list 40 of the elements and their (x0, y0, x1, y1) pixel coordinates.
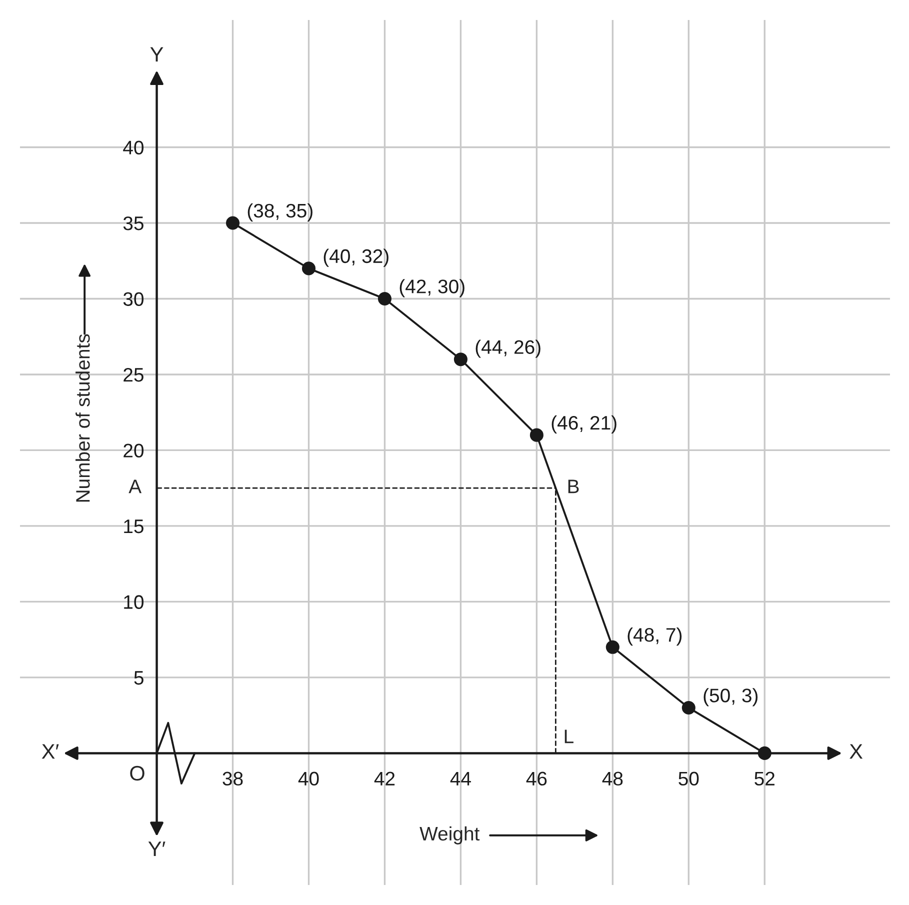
y-tick-label: 30 (123, 292, 144, 306)
point (606, 640, 620, 654)
x-axis-title: Weight (420, 826, 480, 844)
x-tick-label: 42 (374, 772, 395, 786)
x-tick-label: 44 (450, 772, 471, 786)
x-tick-label: 40 (298, 772, 319, 786)
point (378, 292, 392, 306)
x-tick-label: 46 (526, 772, 547, 786)
annotation: O (130, 766, 144, 781)
y-tick-label: 25 (124, 368, 144, 382)
data-label: (44, 26) (476, 340, 540, 358)
x-tick-label: 52 (754, 772, 774, 786)
data-label: (50, 3) (704, 688, 758, 706)
y-tick-label: 20 (124, 444, 144, 458)
point (682, 700, 696, 715)
annotation: B (568, 480, 579, 494)
y-axis-title: Number of students (76, 334, 90, 502)
x-tick-label: 48 (602, 772, 623, 786)
y-tick-label: 15 (124, 520, 144, 534)
annotation: Y′ (148, 842, 166, 856)
x-tick-label: 38 (222, 772, 243, 786)
point (302, 262, 316, 276)
data-label: (48, 7) (628, 628, 682, 646)
data-label: (38, 35) (248, 203, 312, 222)
ref-line-label: A (128, 480, 142, 494)
y-tick-label: 40 (123, 140, 144, 154)
annotation: X′ (42, 744, 59, 759)
point (454, 352, 468, 366)
point (530, 428, 544, 442)
data-label: (40, 32) (324, 248, 388, 267)
y-tick-label: 5 (134, 671, 144, 685)
annotation: Y (150, 47, 164, 62)
point (226, 216, 240, 230)
annotation: X (850, 744, 863, 759)
data-label: (46, 21) (552, 415, 616, 434)
y-tick-label: 10 (124, 595, 144, 609)
y-tick-label: 35 (123, 216, 144, 230)
x-tick-label: 50 (678, 772, 699, 786)
data-label: (42, 30) (400, 279, 464, 298)
ref-line-label: L (564, 730, 574, 744)
